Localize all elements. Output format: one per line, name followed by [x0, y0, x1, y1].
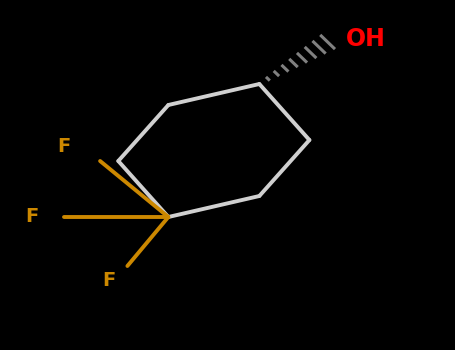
Text: F: F: [102, 271, 116, 289]
Text: F: F: [25, 208, 39, 226]
Text: OH: OH: [346, 27, 386, 50]
Text: F: F: [57, 138, 71, 156]
